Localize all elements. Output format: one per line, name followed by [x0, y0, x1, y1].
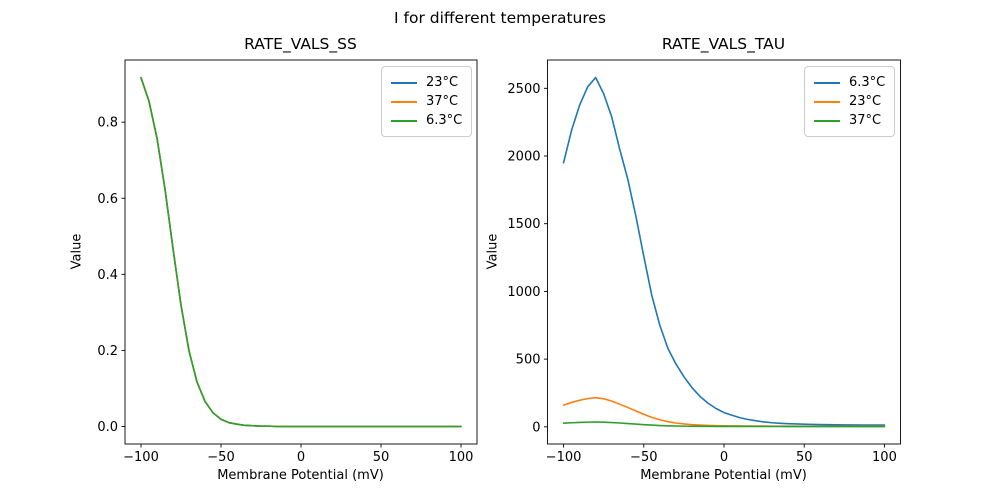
left-plot-xlabel: Membrane Potential (mV) — [217, 468, 384, 483]
legend-line-sample — [391, 119, 417, 122]
y-tick-label: 2500 — [507, 82, 540, 97]
x-tick-label: −50 — [630, 450, 657, 465]
left-plot-title: RATE_VALS_SS — [244, 35, 357, 53]
x-tick-label: 50 — [373, 450, 390, 465]
legend-entry-label: 37°C — [426, 94, 459, 109]
legend-line-sample — [391, 100, 417, 103]
series-line — [562, 421, 886, 428]
legend-entry: 23°C — [814, 92, 885, 111]
y-tick-label: 0.6 — [97, 192, 118, 207]
x-tick-label: −50 — [207, 450, 234, 465]
legend-entry-label: 23°C — [849, 94, 882, 109]
series-line — [140, 76, 462, 428]
series-line — [562, 76, 886, 426]
legend-entry: 23°C — [391, 73, 462, 92]
legend-entry-label: 23°C — [426, 75, 459, 90]
left-plot-ylabel: Value — [69, 233, 85, 270]
legend-line-sample — [814, 100, 840, 103]
legend-line-sample — [814, 119, 840, 122]
legend-entry: 37°C — [814, 111, 885, 130]
legend-line-sample — [391, 81, 417, 84]
x-tick-label: 100 — [449, 450, 474, 465]
x-tick-label: 50 — [796, 450, 813, 465]
right-plot-ylabel: Value — [485, 233, 501, 270]
y-tick-label: 0 — [532, 420, 540, 435]
x-tick-label: −100 — [546, 450, 582, 465]
x-tick-label: 0 — [297, 450, 305, 465]
right-plot-xlabel: Membrane Potential (mV) — [640, 468, 807, 483]
right-plot-title: RATE_VALS_TAU — [661, 35, 786, 53]
y-tick-label: 1000 — [507, 285, 540, 300]
y-tick-label: 500 — [516, 353, 541, 368]
legend-entry: 6.3°C — [814, 73, 885, 92]
y-tick-label: 0.8 — [97, 116, 118, 131]
legend-entry: 37°C — [391, 92, 462, 111]
legend-line-sample — [814, 81, 840, 84]
legend-entry-label: 6.3°C — [426, 113, 463, 128]
x-tick-label: −100 — [123, 450, 159, 465]
y-tick-label: 0.0 — [97, 420, 118, 435]
figure-suptitle: I for different temperatures — [394, 9, 606, 27]
y-tick-label: 0.4 — [97, 268, 118, 283]
legend-entry-label: 6.3°C — [849, 75, 886, 90]
legend-entry-label: 37°C — [849, 113, 882, 128]
left-plot-axes: −100 −50 0 50 100 0.0 0.2 0.4 0.6 0.8 — [97, 59, 478, 465]
y-tick-label: 0.2 — [97, 344, 118, 359]
left-plot-legend: 23°C 37°C 6.3°C — [381, 66, 473, 137]
x-tick-label: 0 — [720, 450, 728, 465]
x-tick-label: 100 — [872, 450, 897, 465]
y-tick-label: 2000 — [507, 150, 540, 165]
legend-entry: 6.3°C — [391, 111, 462, 130]
right-plot-legend: 6.3°C 23°C 37°C — [804, 66, 896, 137]
y-tick-label: 1500 — [507, 217, 540, 232]
